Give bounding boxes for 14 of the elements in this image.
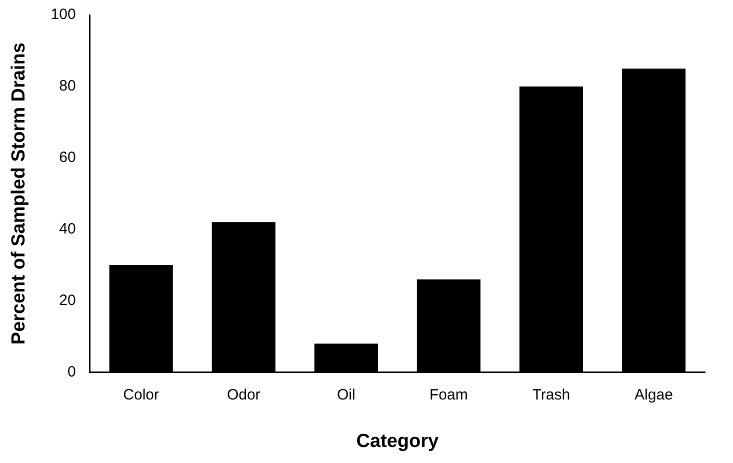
y-tick-label: 40 bbox=[59, 220, 76, 238]
x-tick-label: Odor bbox=[226, 386, 260, 404]
y-tick-label: 0 bbox=[67, 363, 76, 380]
y-tick-label: 60 bbox=[59, 149, 76, 166]
y-axis-title: Percent of Sampled Storm Drains bbox=[8, 42, 30, 345]
y-tick-label: 20 bbox=[59, 292, 76, 309]
x-tick-label: Foam bbox=[430, 386, 468, 404]
y-tick-label: 100 bbox=[50, 6, 76, 24]
y-tick-label: 80 bbox=[59, 78, 76, 95]
x-tick-label: Trash bbox=[532, 386, 570, 404]
x-tick-label: Oil bbox=[336, 386, 356, 404]
x-tick-label: Algae bbox=[634, 386, 673, 404]
x-tick-label: Color bbox=[123, 386, 160, 404]
x-axis-title: Category bbox=[356, 430, 440, 452]
